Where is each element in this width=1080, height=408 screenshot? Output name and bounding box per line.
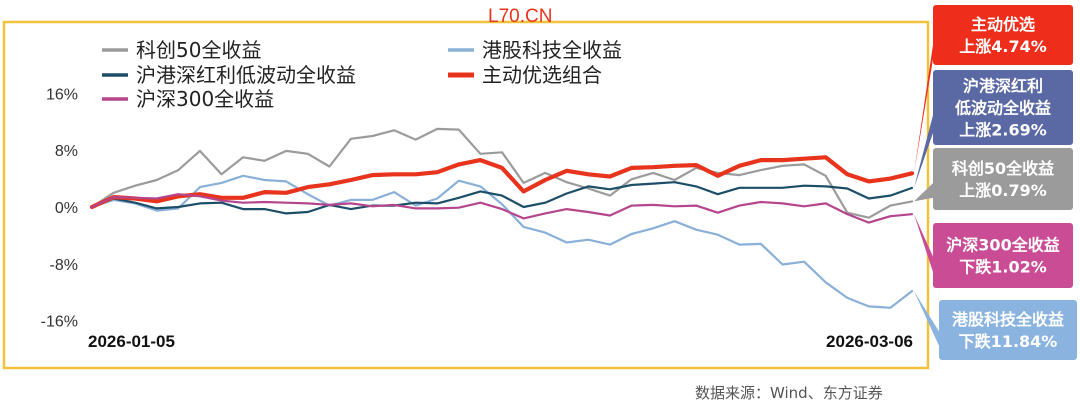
series-line [89,155,915,210]
callout-pointer [914,291,940,348]
legend-label: 科创50全收益 [136,38,261,62]
callout-text: 上涨4.74% [959,37,1047,56]
callout-pointer [914,38,934,174]
y-tick-label: -16% [41,314,78,331]
source-note: 数据来源：Wind、东方证券 [695,384,883,402]
legend-label: 主动优选组合 [482,63,602,87]
legend-label: 沪港深红利低波动全收益 [136,63,356,87]
callout-box [939,300,1077,360]
callout-text: 上涨2.69% [959,121,1047,140]
callout-box [933,70,1073,145]
callout-pointer [914,111,934,188]
callout-text: 上涨0.79% [959,181,1047,200]
x-tick-label: 2026-01-05 [88,332,175,351]
series-line [90,193,914,224]
series-line [90,174,914,309]
y-tick-label: -8% [50,257,78,274]
y-tick-label: 0% [55,200,78,217]
callout-text: 主动优选 [971,15,1035,34]
series-line [90,127,914,219]
watermark: L70.CN [488,6,553,27]
callout-box [933,5,1073,65]
callout-text: 沪深300全收益 [946,236,1059,255]
y-tick-label: 8% [55,143,78,160]
callout-text: 低波动全收益 [954,99,1051,118]
callout-box [933,148,1073,210]
legend-label: 港股科技全收益 [482,38,622,62]
callout-pointer [914,214,934,275]
series-line [90,181,914,215]
y-tick-label: 16% [46,86,78,103]
legend-label: 沪深300全收益 [136,87,274,111]
callout-text: 下跌1.02% [959,258,1047,277]
callout-text: 下跌11.84% [959,332,1058,351]
x-tick-label: 2026-03-06 [826,332,913,351]
callout-text: 科创50全收益 [952,159,1054,178]
callout-text: 港股科技全收益 [952,310,1064,329]
callout-box [933,223,1073,288]
callout-text: 沪港深红利 [963,77,1043,96]
callout-pointer [914,182,934,202]
